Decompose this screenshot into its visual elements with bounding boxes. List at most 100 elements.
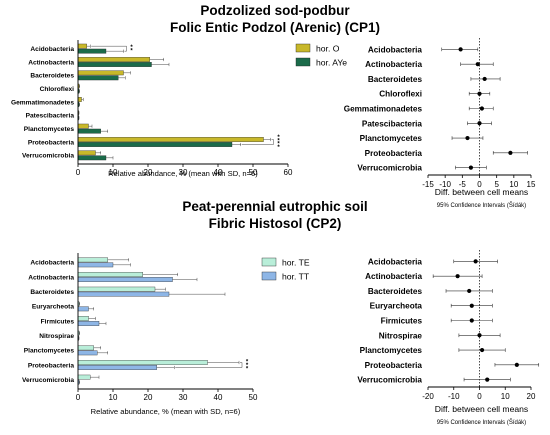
cp1-bar-chart: Acidobacteria Actinobacteria Bacteroidetes… xyxy=(11,40,347,178)
bar xyxy=(77,155,107,161)
legend-swatch xyxy=(295,43,311,53)
mean-diff-point xyxy=(477,121,482,126)
bar xyxy=(77,142,233,147)
x-tick-label: 15 xyxy=(527,180,536,189)
bar xyxy=(77,75,119,81)
significance-star: * xyxy=(277,142,280,148)
category-label: Proteobacteria xyxy=(365,149,423,158)
bar xyxy=(77,43,87,49)
mean-diff-point xyxy=(514,362,519,367)
ci-note: 95% Confidence Intervals (Šídák) xyxy=(437,419,526,426)
ci-note: 95% Confidence Intervals (Šídák) xyxy=(437,202,526,209)
category-label: Proteobacteria xyxy=(365,361,423,370)
x-tick-label: 10 xyxy=(509,180,518,189)
category-label: Verrucomicrobia xyxy=(22,153,74,160)
mean-diff-point xyxy=(508,150,513,155)
category-label: Nitrospirae xyxy=(39,333,74,340)
x-tick-label: -20 xyxy=(422,392,434,401)
x-tick-label: 50 xyxy=(249,393,258,402)
bar xyxy=(77,137,264,142)
mean-diff-point xyxy=(469,303,474,308)
x-tick-label: 30 xyxy=(179,168,188,177)
category-label: Firmicutes xyxy=(381,317,423,326)
significance-star: * xyxy=(246,366,249,372)
significance-star: * xyxy=(246,363,249,369)
x-tick-label: 5 xyxy=(494,180,499,189)
cp1-ci-chart: Acidobacteria Actinobacteria Bacteroidetes… xyxy=(344,38,536,209)
x-tick-label: 20 xyxy=(527,392,536,401)
category-label: Actinobacteria xyxy=(28,59,74,66)
category-label: Acidobacteria xyxy=(368,45,423,54)
significance-star: * xyxy=(130,48,133,54)
category-label: Patescibacteria xyxy=(362,119,423,128)
significance-label: * * * * xyxy=(277,135,280,151)
x-tick-label: -15 xyxy=(422,180,434,189)
bar xyxy=(77,277,173,282)
panel2-subtitle: Fibric Histosol (CP2) xyxy=(209,216,342,231)
category-label: Gemmatimonadetes xyxy=(11,99,74,106)
category-label: Planctomycetes xyxy=(24,126,75,133)
bar xyxy=(77,123,89,129)
cp2-ci-chart: Acidobacteria Actinobacteria Bacteroidetes… xyxy=(357,250,540,426)
mean-diff-point xyxy=(458,47,463,52)
x-axis-label: Diff. between cell means xyxy=(435,404,528,414)
category-label: Verrucomicrobia xyxy=(357,376,422,385)
category-label: Euryarcheota xyxy=(32,304,74,311)
x-tick-label: -10 xyxy=(439,180,451,189)
significance-label: * * xyxy=(130,45,133,54)
x-tick-label: 10 xyxy=(109,393,118,402)
significance-star: * xyxy=(246,360,249,366)
category-label: Acidobacteria xyxy=(368,257,423,266)
category-label: Firmicutes xyxy=(41,318,75,325)
x-tick-label: 30 xyxy=(179,393,188,402)
x-tick-label: -5 xyxy=(459,180,467,189)
significance-bracket xyxy=(175,362,243,368)
x-axis-label: Relative abundance, % (mean with SD, n=6… xyxy=(108,169,258,178)
category-label: Chloroflexi xyxy=(379,90,422,99)
mean-diff-point xyxy=(475,62,480,67)
category-label: Actinobacteria xyxy=(365,60,422,69)
bar xyxy=(77,70,124,76)
panel1-subtitle: Folic Entic Podzol (Arenic) (CP1) xyxy=(170,20,380,35)
bar xyxy=(77,321,100,326)
cp2-bar-chart: Acidobacteria Actinobacteria Bacteroidetes… xyxy=(22,253,310,416)
category-label: Acidobacteria xyxy=(30,260,74,267)
category-label: Bacteroidetes xyxy=(30,73,74,80)
x-tick-label: 20 xyxy=(144,168,153,177)
x-tick-label: 10 xyxy=(501,392,510,401)
mean-diff-point xyxy=(455,274,460,279)
x-tick-label: 50 xyxy=(249,168,258,177)
category-label: Patescibacteria xyxy=(26,113,75,120)
significance-star: * xyxy=(130,45,133,51)
bar xyxy=(77,62,152,67)
x-tick-label: 10 xyxy=(109,168,118,177)
x-axis-label: Relative abundance, % (mean with SD, n=6… xyxy=(91,407,241,416)
bar xyxy=(77,345,94,351)
category-label: Nitrospirae xyxy=(379,331,423,340)
legend-swatch xyxy=(295,57,311,67)
bar xyxy=(77,128,101,134)
x-tick-label: 60 xyxy=(284,168,293,177)
category-label: Verrucomicrobia xyxy=(357,164,422,173)
category-label: Bacteroidetes xyxy=(368,75,423,84)
bar xyxy=(77,97,82,102)
category-label: Gemmatimonadetes xyxy=(344,105,423,114)
bar xyxy=(77,272,143,277)
category-label: Actinobacteria xyxy=(365,272,422,281)
bar xyxy=(77,306,89,312)
mean-diff-point xyxy=(469,318,474,323)
bar xyxy=(77,365,157,370)
category-label: Proteobacteria xyxy=(28,362,75,369)
bar xyxy=(77,286,156,292)
category-label: Verrucomicrobia xyxy=(22,377,74,384)
significance-star: * xyxy=(277,138,280,144)
x-axis-label: Diff. between cell means xyxy=(435,187,528,197)
x-tick-label: 0 xyxy=(76,393,81,402)
x-tick-label: 40 xyxy=(214,393,223,402)
category-label: Euryarcheota xyxy=(370,302,423,311)
mean-diff-point xyxy=(467,288,472,294)
bar xyxy=(77,360,208,365)
bar xyxy=(77,150,96,156)
significance-label: * * * xyxy=(246,360,249,373)
